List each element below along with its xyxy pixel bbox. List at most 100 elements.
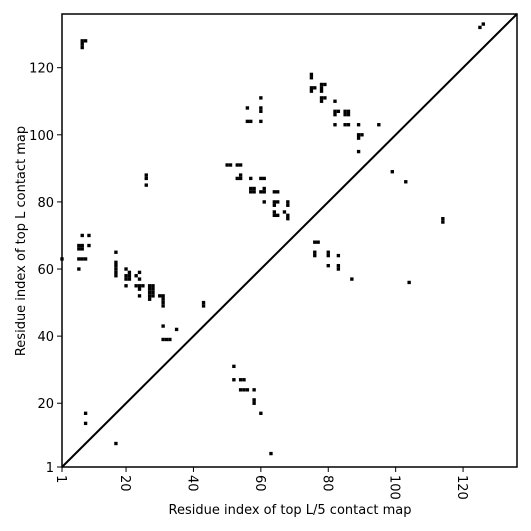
contact-point-upper (252, 190, 256, 194)
contact-point-upper (127, 270, 132, 275)
contact-point-upper (124, 267, 128, 271)
contact-point-upper (137, 277, 142, 281)
contact-point-upper (228, 163, 233, 167)
contact-point-lower (161, 337, 165, 342)
contact-point-upper (235, 176, 239, 181)
contact-point-upper (80, 233, 84, 238)
contact-point-upper (356, 149, 361, 154)
x-axis: 1 20 40 60 80 100 120 (53, 467, 469, 500)
contact-point-upper (259, 109, 263, 113)
contact-point-lower (313, 240, 317, 244)
contact-point-upper (161, 294, 165, 298)
contact-point-upper (161, 297, 165, 301)
contact-point-upper (309, 86, 314, 90)
contact-point-upper (481, 22, 485, 26)
plot-frame (61, 13, 518, 468)
contact-point-upper (259, 96, 263, 100)
contact-point-upper (333, 109, 337, 113)
contact-point-lower (326, 250, 330, 254)
contact-point-upper (377, 123, 381, 127)
contact-point-upper (80, 42, 84, 46)
y-tick-label: 120 (29, 62, 54, 77)
contact-point-upper (161, 300, 165, 305)
contact-point-upper (319, 86, 324, 90)
y-axis-label: Residue index of top L contact map (14, 126, 29, 356)
contact-point-upper (80, 257, 84, 261)
contact-point-upper (272, 200, 277, 204)
contact-point-lower (252, 388, 256, 392)
contact-point-upper (309, 76, 314, 80)
contact-point-upper (276, 213, 280, 218)
contact-point-upper (319, 89, 324, 93)
contact-point-lower (164, 337, 169, 342)
contact-point-upper (309, 89, 314, 93)
contact-point-lower (114, 441, 118, 446)
contact-point-lower (316, 240, 320, 244)
contact-point-upper (137, 294, 142, 298)
contact-point-lower (242, 388, 246, 392)
contact-point-upper (313, 86, 317, 90)
contact-point-lower (252, 398, 256, 402)
contact-point-upper (141, 284, 145, 288)
contact-point-upper (77, 247, 81, 251)
contact-point-upper (127, 274, 132, 278)
x-tick-label: 20 (117, 475, 132, 492)
contact-point-upper (259, 176, 263, 181)
contact-point-upper (478, 25, 482, 30)
contact-point-upper (238, 163, 243, 167)
contact-point-lower (313, 253, 317, 258)
contact-point-upper (272, 213, 277, 218)
contact-point-upper (333, 123, 337, 127)
contact-point-lower (390, 170, 394, 174)
contact-point-upper (151, 287, 155, 291)
diagonal-line (61, 13, 518, 468)
contact-point-upper (272, 210, 277, 214)
contact-point-upper (319, 82, 324, 87)
contact-point-upper (77, 267, 81, 271)
contact-point-upper (356, 123, 361, 127)
contact-point-upper (114, 260, 118, 264)
contact-point-upper (323, 96, 327, 100)
contact-point-upper (238, 173, 243, 177)
contact-point-upper (77, 243, 81, 248)
contact-point-upper (137, 287, 142, 291)
contact-point-upper (127, 277, 132, 281)
contact-point-upper (276, 200, 280, 204)
contact-point-upper (286, 213, 290, 218)
contact-point-upper (249, 190, 253, 194)
contact-point-upper (144, 183, 148, 187)
contact-point-upper (83, 39, 88, 43)
contact-point-upper (262, 176, 266, 181)
contact-point-lower (238, 378, 243, 382)
contact-point-lower (441, 217, 445, 221)
contact-point-upper (319, 96, 324, 100)
contact-point-upper (83, 257, 88, 261)
contact-point-upper (245, 106, 250, 110)
x-tick-label: 100 (387, 475, 402, 500)
contact-point-upper (134, 274, 138, 278)
contact-point-lower (168, 337, 172, 342)
contact-point-upper (262, 190, 266, 194)
contact-point-upper (134, 284, 138, 288)
contact-point-upper (262, 200, 266, 204)
contact-point-upper (333, 99, 337, 103)
contact-point-upper (87, 243, 91, 248)
contact-point-upper (249, 176, 253, 181)
contact-point-upper (276, 190, 280, 194)
contact-point-upper (80, 247, 84, 251)
contact-point-lower (269, 451, 273, 456)
x-tick-label: 120 (454, 475, 469, 500)
contact-point-lower (174, 327, 179, 332)
contact-point-upper (360, 133, 364, 137)
contact-point-upper (201, 304, 206, 308)
contact-point-upper (259, 106, 263, 110)
x-axis-label: Residue index of top L/5 contact map (169, 503, 412, 518)
contact-point-upper (245, 119, 250, 124)
contact-point-lower (441, 220, 445, 224)
contact-point-upper (225, 163, 229, 167)
contact-point-upper (249, 119, 253, 124)
contact-point-upper (272, 203, 277, 207)
contact-point-lower (83, 421, 88, 426)
